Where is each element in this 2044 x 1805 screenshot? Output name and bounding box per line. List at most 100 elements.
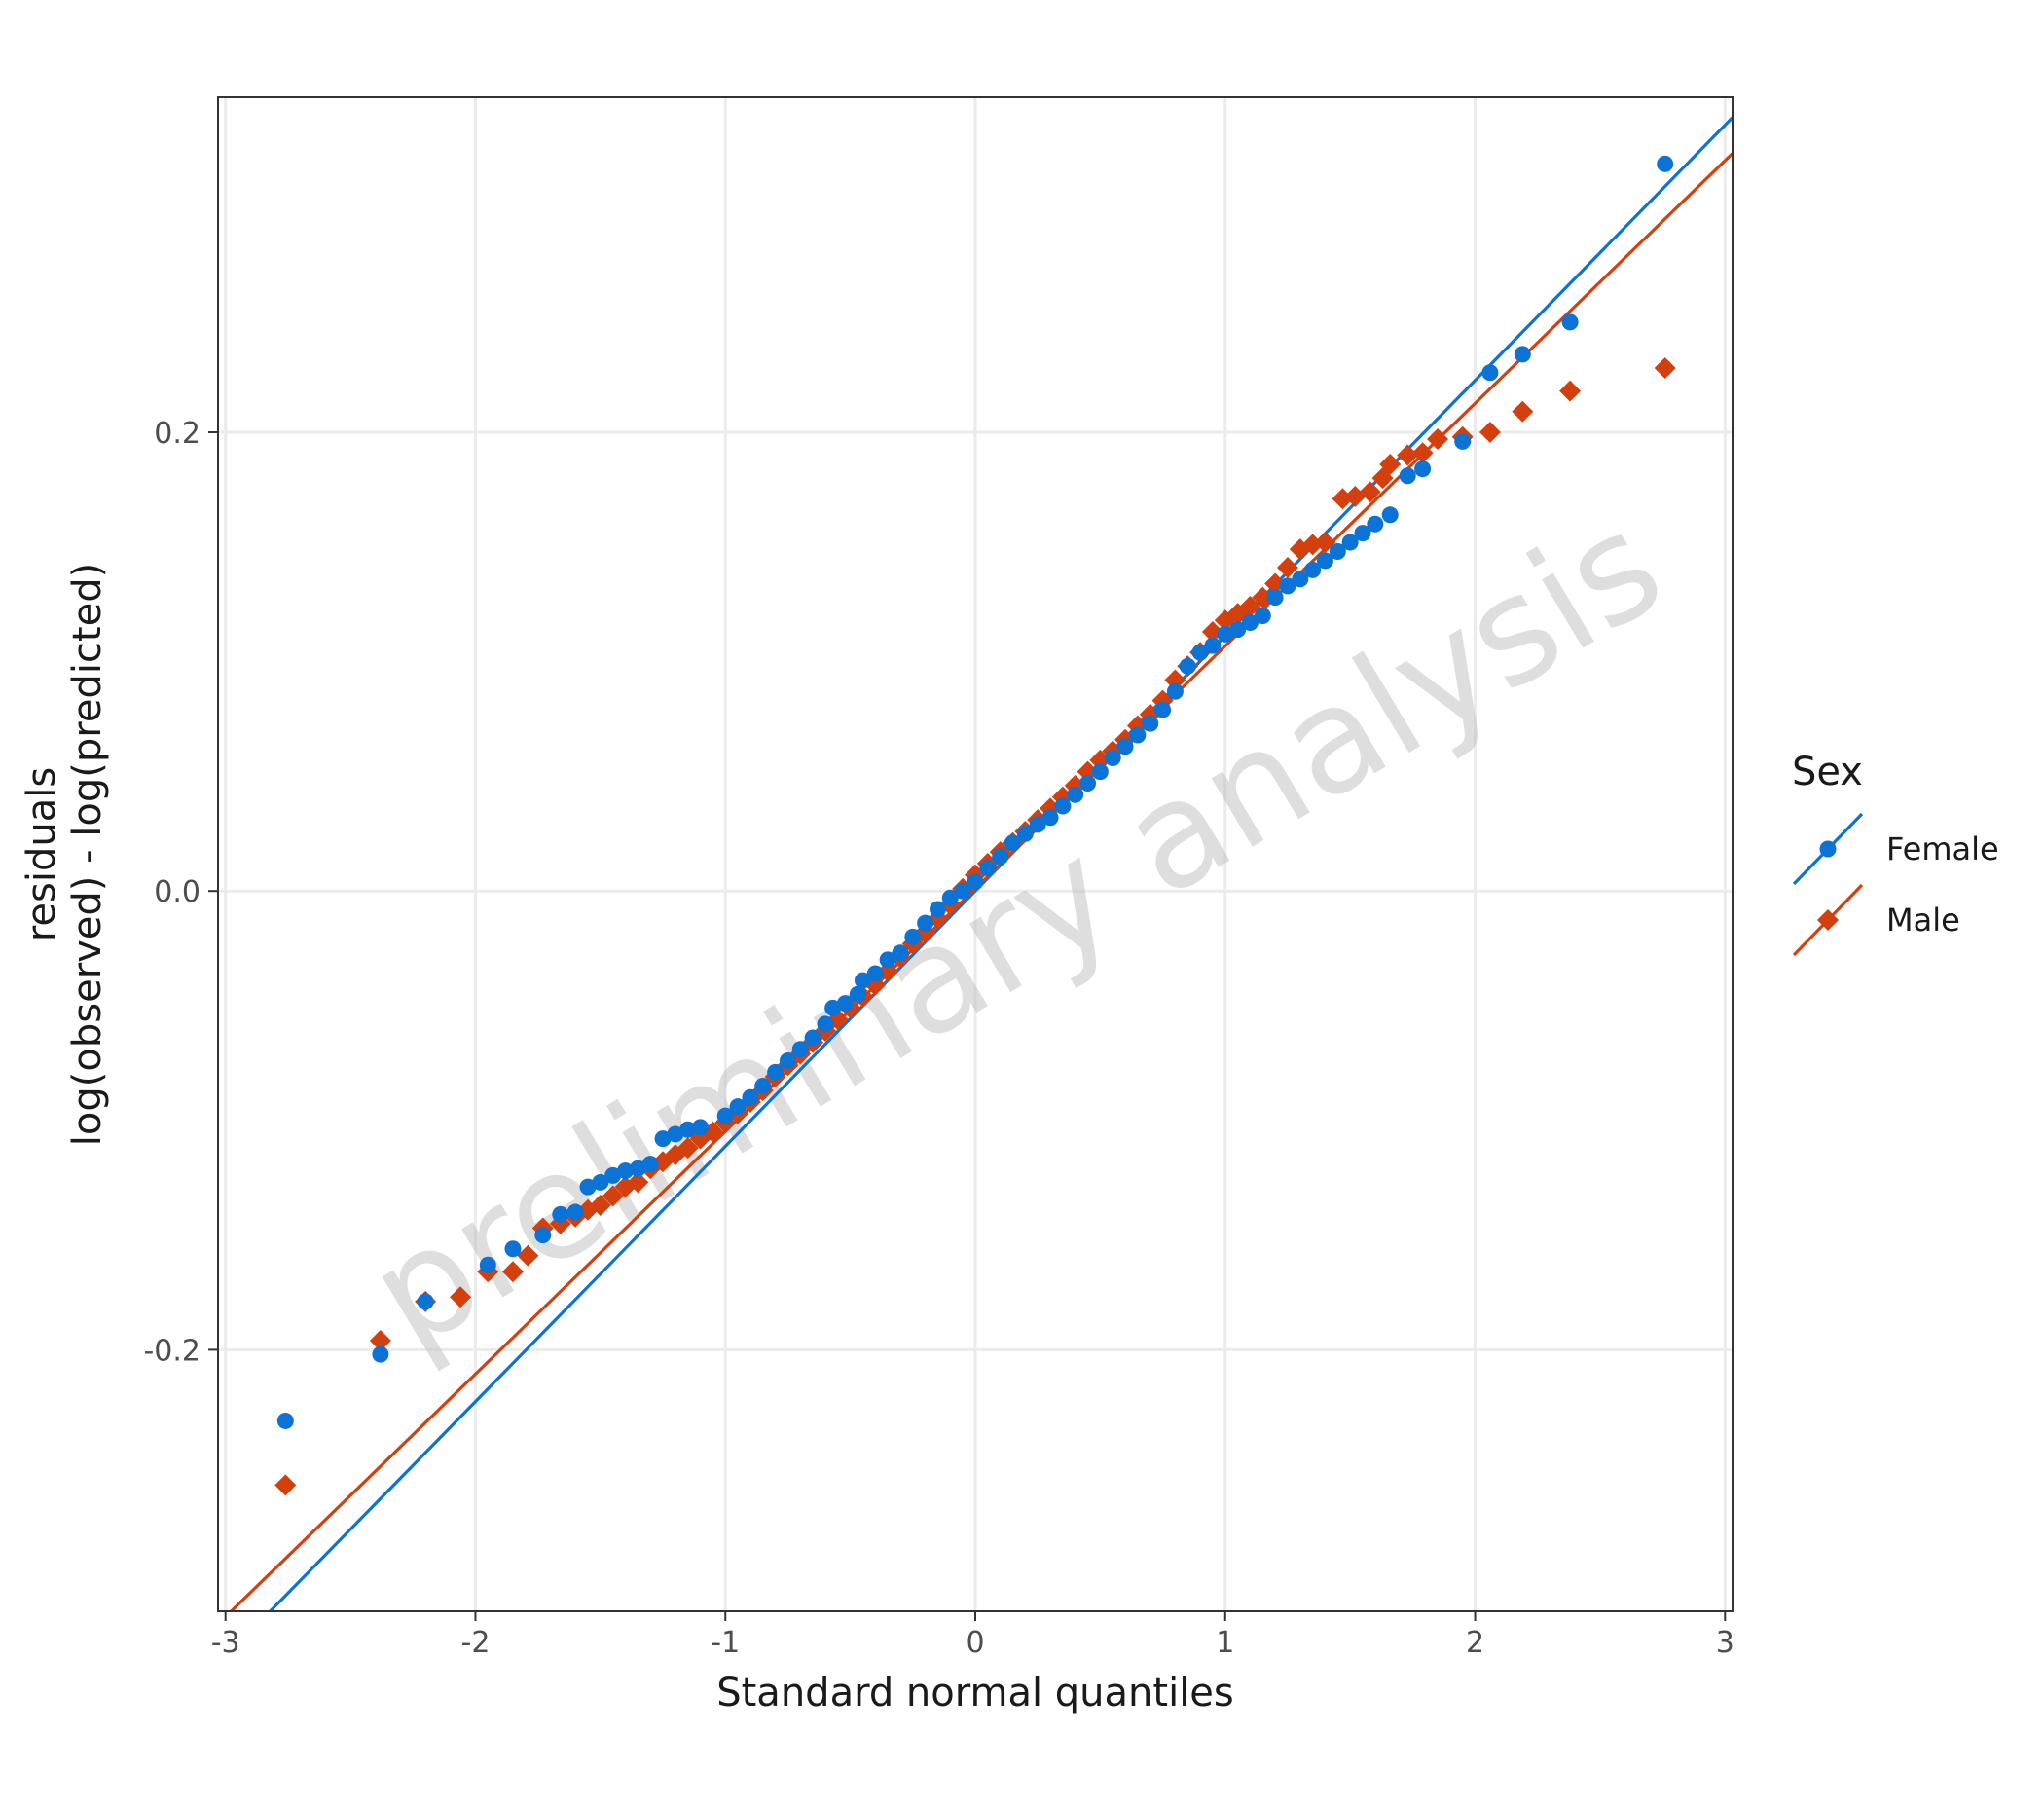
data-point-male — [602, 1185, 624, 1207]
data-point-female — [824, 999, 842, 1016]
data-point-female — [592, 1173, 609, 1191]
data-point-female — [1016, 825, 1034, 842]
data-point-male — [1559, 380, 1582, 402]
data-point-female — [1354, 525, 1371, 542]
y-tick-label: 0.0 — [154, 875, 201, 909]
data-point-female — [679, 1121, 697, 1138]
data-point-female — [1454, 432, 1472, 450]
data-point-male — [1411, 442, 1434, 464]
data-point-female — [1304, 561, 1322, 578]
x-tick-label: -2 — [461, 1626, 491, 1660]
data-point-female — [716, 1107, 734, 1124]
data-point-female — [849, 985, 866, 1003]
data-point-male — [1397, 444, 1419, 466]
x-tick-label: 3 — [1716, 1626, 1734, 1660]
data-point-female — [566, 1203, 584, 1221]
data-point-female — [629, 1160, 646, 1177]
data-point-female — [579, 1178, 597, 1196]
data-point-female — [1481, 364, 1499, 382]
data-point-female — [654, 1130, 672, 1148]
data-point-female — [817, 1015, 834, 1033]
legend-marker-male — [1817, 909, 1839, 931]
data-point-female — [941, 889, 959, 906]
data-point-female — [1254, 607, 1271, 624]
data-point-female — [879, 951, 896, 969]
data-point-female — [1091, 763, 1109, 781]
legend-key-male — [1792, 883, 1864, 957]
x-tick-label: -3 — [211, 1626, 240, 1660]
data-point-female — [804, 1029, 821, 1047]
data-point-female — [417, 1293, 434, 1310]
data-point-female — [692, 1119, 710, 1136]
data-point-female — [1241, 614, 1259, 632]
data-point-female — [1191, 644, 1209, 661]
x-tick-label: -1 — [711, 1626, 740, 1660]
data-point-female — [479, 1256, 496, 1273]
data-point-male — [1654, 357, 1676, 380]
y-axis-ticks: -0.2 0.0 0.2 — [143, 417, 218, 1368]
data-point-male — [589, 1194, 611, 1216]
data-point-female — [1166, 682, 1184, 700]
data-point-female — [929, 901, 946, 918]
data-point-female — [1266, 589, 1284, 607]
data-point-male — [1478, 421, 1501, 443]
data-point-female — [1067, 786, 1084, 803]
data-points — [274, 155, 1676, 1496]
data-point-female — [729, 1098, 747, 1116]
data-point-female — [767, 1063, 785, 1081]
data-point-female — [1004, 834, 1022, 852]
data-point-female — [1029, 816, 1046, 833]
data-point-female — [617, 1162, 635, 1180]
data-point-female — [667, 1125, 684, 1143]
data-point-female — [1561, 313, 1579, 331]
legend: Sex Female Male — [1792, 750, 1999, 957]
data-point-female — [854, 972, 871, 989]
legend-marker-female — [1819, 840, 1837, 858]
data-point-male — [1359, 481, 1381, 503]
x-tick-label: 2 — [1466, 1626, 1484, 1660]
data-point-male — [274, 1474, 297, 1496]
y-tick-label: 0.2 — [154, 417, 201, 451]
x-tick-label: 1 — [1216, 1626, 1234, 1660]
data-point-female — [1079, 774, 1097, 792]
data-point-female — [1316, 552, 1333, 570]
legend-label-female: Female — [1886, 830, 1999, 867]
data-point-female — [754, 1077, 772, 1094]
data-point-female — [866, 965, 884, 982]
data-point-female — [742, 1088, 759, 1106]
data-point-female — [372, 1345, 389, 1363]
data-point-male — [627, 1171, 649, 1194]
data-point-female — [504, 1240, 522, 1258]
x-axis-title: Standard normal quantiles — [716, 1671, 1234, 1715]
data-point-female — [1279, 577, 1296, 595]
data-point-male — [1512, 400, 1534, 423]
data-point-male — [517, 1244, 539, 1267]
data-point-male — [369, 1329, 391, 1351]
data-point-female — [1116, 738, 1134, 755]
data-point-male — [676, 1137, 699, 1160]
data-point-female — [979, 860, 997, 877]
data-point-female — [1341, 534, 1359, 551]
data-point-female — [1399, 467, 1416, 485]
y-axis-title-line-2: log(observed) - log(predicted) — [65, 563, 110, 1146]
data-point-female — [1514, 346, 1531, 363]
data-point-female — [641, 1156, 659, 1173]
data-point-female — [892, 944, 909, 962]
data-point-male — [1427, 428, 1449, 451]
data-point-male — [1276, 556, 1298, 578]
data-point-female — [791, 1041, 809, 1058]
data-point-male — [450, 1286, 472, 1308]
data-point-female — [534, 1227, 552, 1244]
data-point-female — [1229, 621, 1247, 639]
data-point-female — [1292, 571, 1309, 588]
data-point-female — [1054, 797, 1072, 815]
data-point-female — [1129, 726, 1147, 744]
y-tick-label: -0.2 — [143, 1334, 201, 1368]
data-point-female — [1657, 155, 1674, 172]
data-point-male — [501, 1261, 524, 1283]
data-point-female — [1381, 506, 1399, 524]
data-point-female — [967, 873, 984, 891]
data-point-female — [1142, 715, 1159, 732]
x-tick-label: 0 — [966, 1626, 984, 1660]
